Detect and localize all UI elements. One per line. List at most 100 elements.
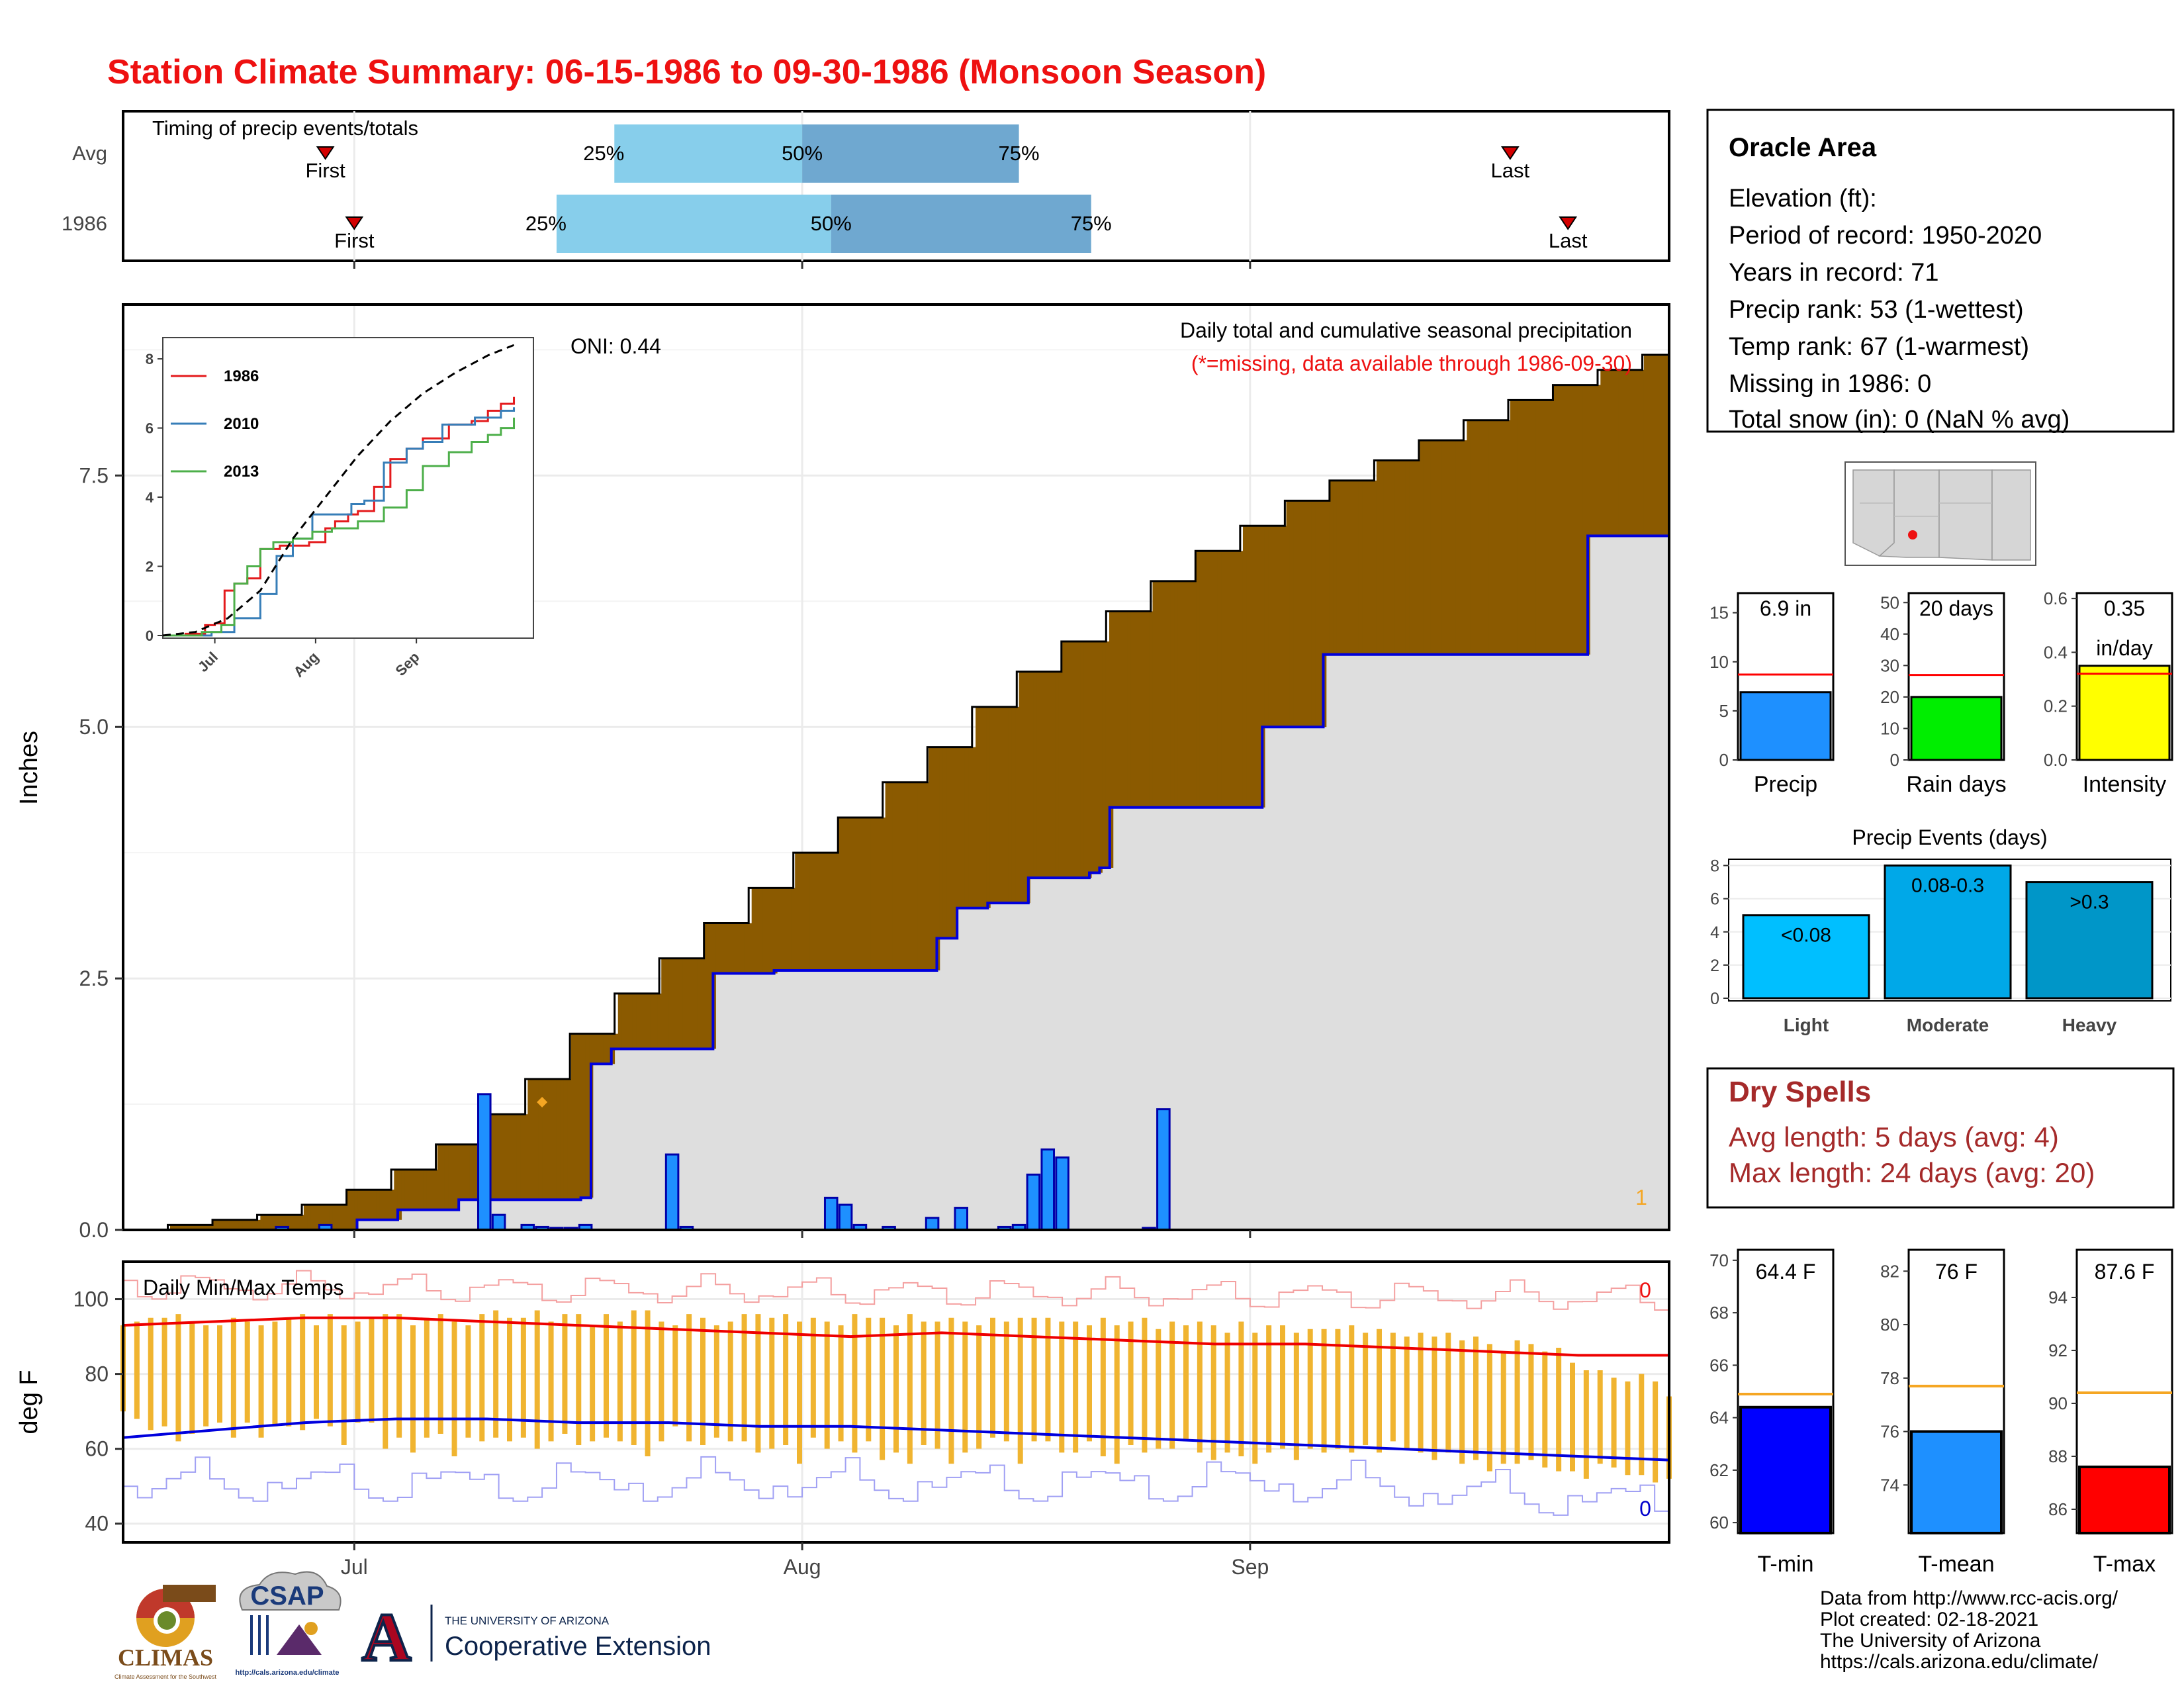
events-category-label: Moderate: [1907, 1015, 1989, 1035]
deficit-area-strip: [842, 817, 846, 970]
deficit-area-strip: [827, 853, 832, 970]
deficit-area-strip: [1181, 581, 1186, 808]
deficit-area-strip: [1318, 500, 1323, 727]
deficit-area-strip: [719, 923, 723, 974]
summary-y-tick-label: 0: [1890, 750, 1899, 770]
deficit-area-strip: [1531, 400, 1536, 655]
deficit-area-strip: [408, 1169, 413, 1210]
deficit-area-strip: [1625, 369, 1630, 536]
csap-logo-text: CSAP: [250, 1581, 324, 1611]
deficit-area-strip: [838, 817, 842, 970]
climas-logo-subtitle: Climate Assessment for the Southwest: [114, 1673, 217, 1680]
timing-last-label: Last: [1491, 159, 1530, 182]
deficit-area-strip: [1380, 460, 1385, 655]
temp-y-tick-label: 80: [85, 1362, 109, 1386]
deficit-area-strip: [401, 1169, 406, 1210]
deficit-area-strip: [1665, 354, 1670, 536]
temp-summary-y-tick-label: 74: [1880, 1475, 1899, 1495]
events-y-tick-label: 0: [1710, 990, 1719, 1008]
deficit-area-strip: [423, 1169, 428, 1210]
deficit-area-strip: [336, 1205, 341, 1230]
deficit-area-strip: [235, 1219, 240, 1230]
deficit-area-strip: [1557, 385, 1562, 655]
summary-bar-charts: 6.9 in 0 5 10 15 Precip 20 days 0 10 20 30 40 50 Rain…: [1709, 588, 2173, 797]
deficit-area-strip: [531, 1079, 536, 1200]
deficit-area-strip: [1467, 420, 1471, 655]
deficit-area-strip: [751, 888, 756, 974]
deficit-area-strip: [1236, 551, 1240, 808]
deficit-area-strip: [1156, 581, 1161, 808]
deficit-area-strip: [1083, 641, 1089, 878]
deficit-area-strip: [1311, 500, 1316, 727]
deficit-area-strip: [1561, 385, 1565, 655]
deficit-area-strip: [1329, 480, 1334, 655]
deficit-area-strip: [1387, 460, 1392, 655]
deficit-area-strip: [968, 747, 973, 908]
precip-y-tick-label: 2.5: [79, 966, 109, 990]
deficit-area-strip: [199, 1225, 203, 1230]
deficit-area-strip: [1098, 641, 1103, 873]
deficit-area-strip: [549, 1079, 554, 1200]
deficit-area-strip: [780, 888, 785, 970]
dry-spells-title: Dry Spells: [1729, 1076, 1871, 1108]
temp-summary-y-tick-label: 70: [1709, 1250, 1729, 1270]
precip-events-title: Precip Events (days): [1852, 825, 2047, 849]
deficit-area-strip: [181, 1225, 185, 1230]
deficit-area-strip: [629, 993, 633, 1049]
temp-summary-value-label: 76 F: [1935, 1260, 1978, 1284]
deficit-area-strip: [632, 993, 637, 1049]
deficit-area-strip: [473, 1144, 478, 1200]
deficit-area-strip: [585, 1033, 590, 1198]
deficit-area-strip: [1658, 354, 1662, 536]
temp-summary-y-tick-label: 82: [1880, 1261, 1899, 1281]
deficit-area-strip: [390, 1190, 395, 1220]
deficit-area-strip: [220, 1219, 225, 1230]
deficit-area-strip: [1196, 551, 1201, 808]
deficit-area-strip: [672, 958, 676, 1049]
deficit-area-strip: [1578, 385, 1583, 655]
deficit-area-strip: [1405, 460, 1410, 655]
precip-panel: Inches 0.0 2.5 5.0 7.5 ONI: 0.44 Daily tota…: [15, 303, 1670, 1242]
deficit-area-strip: [510, 1114, 514, 1200]
deficit-area-strip: [989, 706, 995, 904]
events-bar-heavy: [2025, 881, 2154, 1000]
summary-y-tick-label: 30: [1880, 655, 1899, 675]
deficit-area-strip: [394, 1169, 398, 1220]
deficit-area-strip: [878, 817, 882, 970]
deficit-area-strip: [852, 817, 857, 970]
deficit-area-strip: [1528, 400, 1533, 655]
deficit-area-strip: [607, 1033, 612, 1064]
deficit-area-strip: [1343, 480, 1349, 655]
daily-precip-bar: [1156, 1108, 1171, 1231]
info-line-precip-rank: Precip rank: 53 (1-wettest): [1729, 296, 2024, 324]
deficit-area-strip: [1185, 581, 1189, 808]
summary-y-tick-label: 5: [1719, 701, 1729, 721]
deficit-area-strip: [1463, 440, 1468, 655]
deficit-area-strip: [246, 1219, 250, 1230]
deficit-area-strip: [578, 1033, 582, 1200]
deficit-area-strip: [1575, 385, 1580, 655]
deficit-area-strip: [1394, 460, 1399, 655]
timing-first-label: First: [306, 159, 346, 182]
info-line-years: Years in record: 71: [1729, 259, 1939, 287]
deficit-area-strip: [1600, 369, 1605, 536]
deficit-area-strip: [278, 1215, 283, 1230]
deficit-area-strip: [1283, 526, 1287, 727]
deficit-area-strip: [1300, 500, 1305, 727]
summary-y-tick-label: 0.0: [2044, 750, 2068, 770]
deficit-area-strip: [570, 1033, 576, 1200]
summary-y-tick-label: 0.4: [2044, 642, 2068, 662]
deficit-area-strip: [816, 853, 821, 970]
timing-first-label: First: [334, 229, 375, 252]
deficit-area-strip: [639, 993, 644, 1049]
inset-y-tick-label: 8: [146, 351, 154, 367]
deficit-area-strip: [1004, 706, 1009, 904]
deficit-area-strip: [582, 1033, 586, 1198]
deficit-area-strip: [303, 1205, 308, 1230]
deficit-area-strip: [1655, 354, 1659, 536]
daily-precip-bar: [1040, 1148, 1056, 1231]
deficit-area-strip: [1402, 460, 1406, 655]
deficit-area-strip: [1390, 460, 1395, 655]
deficit-area-strip: [664, 958, 669, 1049]
events-bar-moderate: [1884, 865, 2012, 1000]
